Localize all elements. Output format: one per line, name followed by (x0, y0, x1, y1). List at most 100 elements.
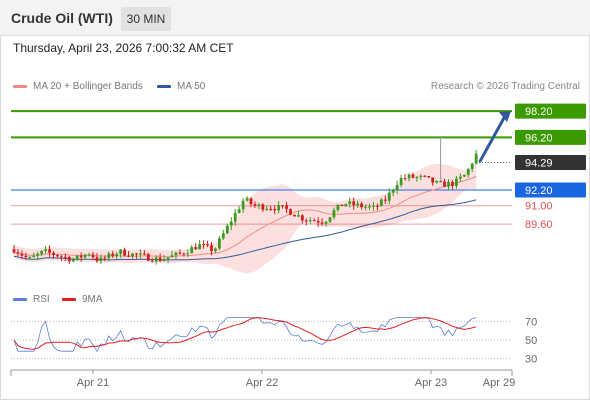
candle (111, 250, 115, 258)
candle (281, 205, 284, 209)
candle-body (439, 181, 442, 183)
ma50-line (13, 199, 477, 261)
candle (336, 204, 340, 212)
candle (178, 249, 182, 255)
rsi-9ma-line (13, 317, 477, 350)
candle-body (395, 184, 399, 191)
candle-body (423, 175, 427, 177)
candle-body (111, 253, 115, 257)
candle-body (127, 255, 130, 257)
candle-body (336, 204, 340, 211)
candle (190, 244, 194, 254)
level-tag-0: 98.20 (515, 103, 586, 119)
candle-body (36, 253, 40, 256)
candle (312, 218, 316, 222)
candle (107, 251, 111, 262)
candle-body (16, 252, 20, 254)
candle (273, 205, 277, 215)
candle-body (474, 153, 478, 164)
candle-body (87, 254, 91, 256)
candle (32, 252, 36, 258)
candle-body (233, 212, 237, 222)
candle (427, 176, 431, 179)
candle (135, 252, 138, 259)
candle (174, 251, 178, 260)
candle-body (83, 254, 87, 258)
candle-body (462, 174, 466, 177)
candle (56, 254, 59, 258)
legend-ma20-label: MA 20 + Bollinger Bands (33, 81, 143, 92)
candle-body (154, 257, 158, 262)
current-price-box (515, 155, 586, 171)
candle (285, 201, 288, 214)
candle (202, 240, 205, 249)
candle (214, 247, 217, 254)
candle (162, 254, 166, 262)
level-tag-label: 92.20 (525, 185, 553, 197)
candle-body (99, 257, 103, 262)
candle-body (470, 163, 474, 170)
rsi-line (13, 317, 477, 352)
candle (372, 201, 375, 212)
candle-body (261, 204, 265, 210)
candle-body (119, 249, 123, 254)
candle (91, 252, 95, 261)
candle-body (304, 220, 308, 222)
legend-rsi-label: RSI (33, 294, 50, 305)
candle (387, 188, 391, 205)
candle-body (411, 174, 415, 178)
candle (241, 198, 245, 213)
candle (170, 251, 174, 258)
candle-body (24, 255, 28, 258)
x-axis: Apr 21 Apr 22 Apr 23 Apr 29 (10, 369, 515, 389)
candle-body (281, 205, 284, 207)
candle (462, 174, 466, 177)
rsi-swatch (13, 298, 27, 301)
candle (198, 240, 202, 250)
candle-body (308, 220, 312, 222)
candle-body (103, 257, 107, 259)
candle-body (71, 259, 75, 262)
candle-body (48, 249, 51, 253)
candle-body (186, 253, 190, 255)
candle-body (166, 257, 170, 260)
candle (399, 174, 403, 188)
timeframe-button[interactable]: 30 MIN (121, 7, 171, 31)
candle-body (225, 225, 229, 234)
candle-body (277, 205, 281, 211)
candle (154, 255, 158, 265)
candle (44, 246, 47, 254)
candle (265, 205, 269, 211)
candle (340, 204, 344, 207)
level-tag-2: 92.20 (515, 182, 586, 198)
candle-body (289, 209, 292, 215)
candle (87, 252, 91, 257)
candle (297, 210, 300, 218)
candle (391, 189, 395, 197)
candle (470, 162, 474, 172)
candle (451, 180, 454, 190)
candle (131, 252, 134, 259)
candle-body (324, 221, 328, 224)
candle (99, 254, 103, 264)
candle-body (135, 253, 138, 255)
candle (79, 252, 83, 262)
candle-body (79, 255, 83, 258)
candle-body (356, 203, 360, 206)
legend-ma50-label: MA 50 (177, 81, 206, 92)
candle-body (174, 252, 178, 256)
candle-body (32, 255, 36, 258)
research-credit: Research © 2026 Trading Central (430, 81, 580, 92)
candle (233, 208, 237, 226)
candle (356, 200, 360, 208)
candle (364, 204, 367, 211)
current-price-label: 94.29 (525, 158, 553, 170)
candle-body (63, 256, 67, 258)
candle-body (399, 178, 403, 185)
candle-body (142, 253, 146, 255)
x-tick-label: Apr 21 (77, 377, 109, 389)
candle-body (202, 244, 205, 246)
candle-body (75, 255, 79, 260)
candle-body (297, 215, 300, 217)
